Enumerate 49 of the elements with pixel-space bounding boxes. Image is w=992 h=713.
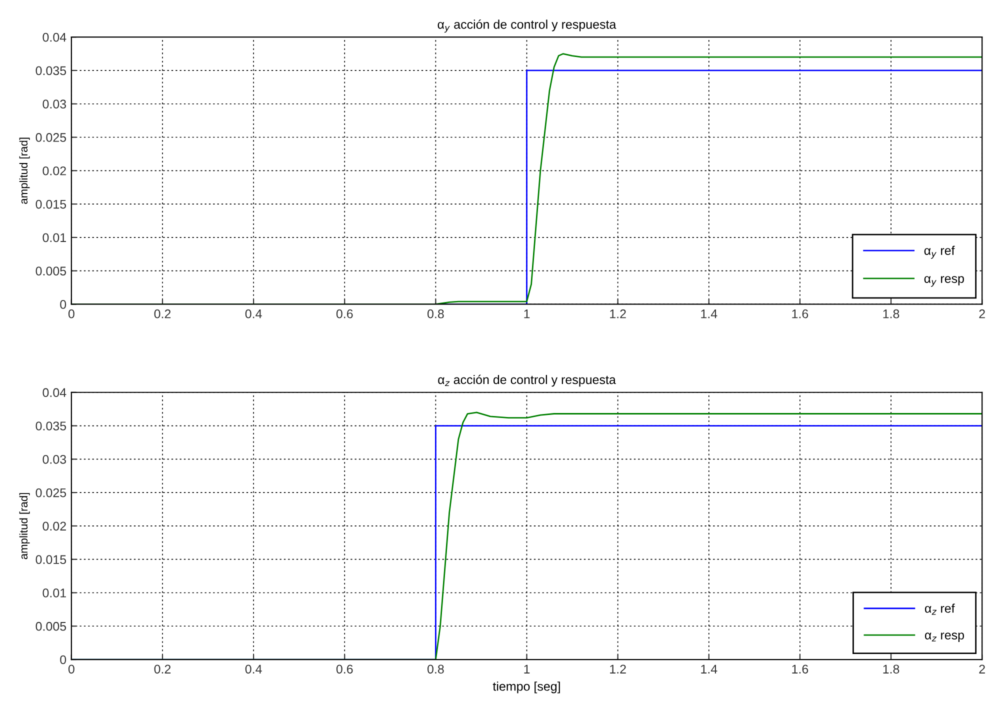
- y-tick-label: 0.02: [42, 166, 66, 176]
- y-tick-label: 0: [60, 655, 66, 664]
- x-tick-label: 1.6: [792, 664, 808, 674]
- y-tick-label: 0: [60, 300, 66, 309]
- y-tick-label: 0.015: [36, 200, 66, 209]
- legend-label: α$_{z}$ resp: [924, 632, 964, 642]
- chart-title: α$_{z}$ acción de control y respuesta: [438, 374, 616, 387]
- legend-label: α$_{y}$ ref: [924, 246, 955, 259]
- x-tick-label: 1.8: [883, 664, 900, 674]
- y-axis-title: amplitud [rad]: [19, 493, 30, 560]
- x-tick-label: 1: [524, 310, 530, 318]
- x-tick-label: 0.4: [245, 309, 262, 318]
- x-tick-label: 0.8: [427, 309, 444, 318]
- y-tick-label: 0.03: [42, 100, 66, 109]
- x-axis-title: tiempo [seg]: [492, 682, 560, 694]
- x-tick-label: 1.4: [701, 310, 718, 318]
- x-tick-label: 1.4: [701, 664, 718, 674]
- legend-label: α$_{y}$ resp: [924, 276, 964, 287]
- y-tick-label: 0.01: [42, 588, 66, 598]
- y-tick-label: 0.01: [42, 233, 66, 242]
- y-tick-label: 0.035: [36, 422, 66, 430]
- x-tick-label: 2: [979, 309, 985, 318]
- x-tick-label: 1.2: [610, 664, 626, 674]
- x-tick-label: 1: [524, 664, 530, 674]
- y-tick-label: 0.02: [42, 522, 66, 531]
- x-tick-label: 0.8: [427, 664, 444, 674]
- y-tick-label: 0.03: [42, 454, 66, 464]
- y-tick-label: 0.035: [36, 66, 66, 76]
- y-tick-label: 0.025: [36, 488, 66, 498]
- x-tick-label: 0: [68, 309, 74, 318]
- chart-title: α$_{y}$ acción de control y respuesta: [438, 19, 616, 33]
- x-tick-label: 1.6: [792, 309, 808, 318]
- y-tick-label: 0.025: [36, 133, 66, 142]
- x-tick-label: 0.6: [336, 309, 353, 318]
- x-tick-label: 0: [68, 664, 74, 674]
- x-tick-label: 0.2: [154, 664, 171, 674]
- y-tick-label: 0.005: [36, 622, 66, 631]
- y-tick-label: 0.04: [42, 388, 66, 398]
- x-tick-label: 0.6: [336, 664, 353, 674]
- y-tick-label: 0.015: [36, 555, 66, 564]
- legend-label: α$_{z}$ ref: [924, 604, 955, 615]
- x-tick-label: 1.2: [610, 309, 626, 318]
- y-axis-title: amplitud [rad]: [19, 138, 30, 204]
- y-tick-label: 0.005: [36, 266, 66, 276]
- x-tick-label: 2: [979, 664, 985, 674]
- x-tick-label: 0.2: [154, 309, 171, 318]
- x-tick-label: 0.4: [245, 664, 262, 674]
- x-tick-label: 1.8: [883, 309, 900, 318]
- y-tick-label: 0.04: [42, 32, 66, 42]
